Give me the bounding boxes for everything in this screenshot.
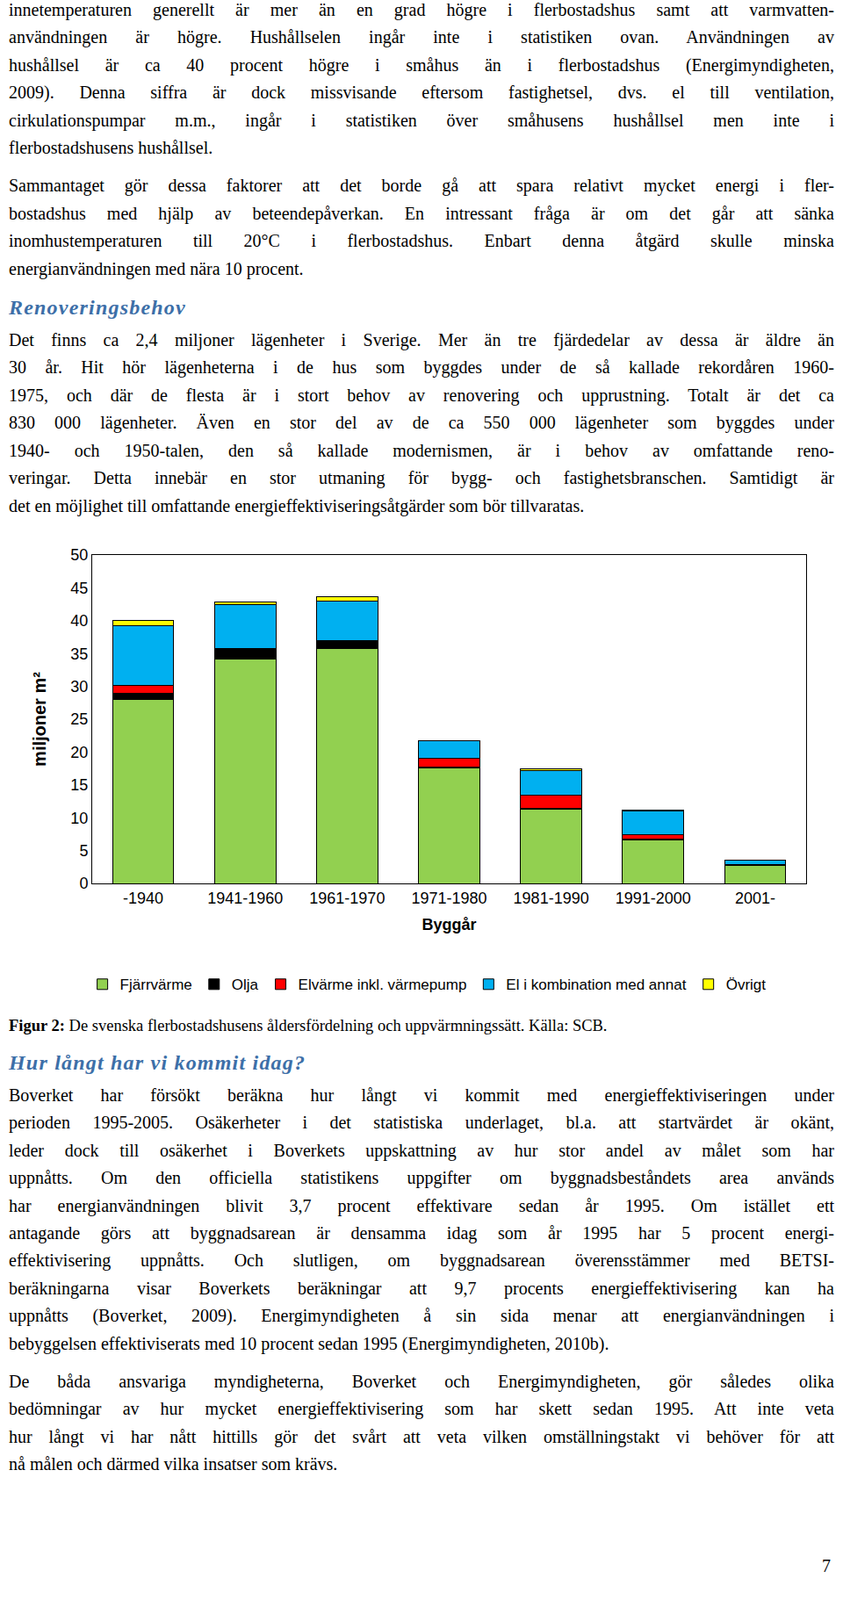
svg-text:miljoner m²: miljoner m² xyxy=(29,671,50,767)
svg-text:-1940: -1940 xyxy=(122,889,164,908)
html-text:1975, och där de flesta är i s: 1975, och där de flesta är i stort behov… xyxy=(8,385,835,405)
svg-text:Elvärme inkl. värmepump: Elvärme inkl. värmepump xyxy=(298,976,468,994)
html-text:det en möjlighet till omfattan: det en möjlighet till omfattande energie… xyxy=(8,495,585,516)
svg-text:25: 25 xyxy=(70,710,88,728)
html-text:användningen är högre. Hushåll: användningen är högre. Hushållselen ingå… xyxy=(8,27,835,47)
html-text:hushållsel är ca 40 procent hö: hushållsel är ca 40 procent högre i småh… xyxy=(8,55,835,75)
svg-text:1961-1970: 1961-1970 xyxy=(309,889,385,908)
html-text:flerbostadshusens hushållsel.: flerbostadshusens hushållsel. xyxy=(8,137,213,158)
svg-text:35: 35 xyxy=(70,644,88,663)
svg-text:2001-: 2001- xyxy=(734,889,776,908)
html-text:uppnåtts. Om den officiella st: uppnåtts. Om den officiella statistikens… xyxy=(8,1167,835,1188)
html-text:energianvändningen med nära 10: energianvändningen med nära 10 procent. xyxy=(8,258,304,279)
svg-text:5: 5 xyxy=(79,842,88,860)
html-text:2009). Denna siffra är dock mi: 2009). Denna siffra är dock missvisande … xyxy=(8,82,835,103)
html-text:bedömningar av hur mycket ener: bedömningar av hur mycket energieffektiv… xyxy=(8,1399,835,1419)
html-text:nå målen och därmed vilka insa: nå målen och därmed vilka insatser som k… xyxy=(8,1454,338,1474)
html-text:innetemperaturen generellt är: innetemperaturen generellt är mer än en … xyxy=(8,0,835,20)
html-text:Boverket har försökt beräkna h: Boverket har försökt beräkna hur långt v… xyxy=(8,1085,835,1105)
html-text:veringar. Detta innebär en sto: veringar. Detta innebär en stor utmaning… xyxy=(8,468,835,488)
html-text:cirkulationspumpar m.m., ingår: cirkulationspumpar m.m., ingår i statist… xyxy=(8,110,835,130)
svg-text:0: 0 xyxy=(79,874,88,893)
html-text:inomhustemperaturen till 20°C: inomhustemperaturen till 20°C i flerbost… xyxy=(8,231,835,251)
html-text:beräkningarna visar Boverkets: beräkningarna visar Boverkets beräkninga… xyxy=(8,1278,835,1298)
svg-text:1941-1960: 1941-1960 xyxy=(207,889,283,908)
svg-text:30: 30 xyxy=(70,677,88,696)
svg-text:20: 20 xyxy=(70,743,88,762)
svg-text:50: 50 xyxy=(70,546,88,564)
html-text:Renoveringsbehov: Renoveringsbehov xyxy=(8,296,187,319)
svg-text:Fjärrvärme: Fjärrvärme xyxy=(120,976,193,994)
svg-text:10: 10 xyxy=(70,808,88,827)
html-text:1940- och 1950-talen, den så k: 1940- och 1950-talen, den så kallade mod… xyxy=(8,440,835,460)
svg-text:40: 40 xyxy=(70,612,88,630)
html-text:hur långt vi har nått hittills: hur långt vi har nått hittills gör det s… xyxy=(8,1426,835,1447)
svg-text:1991-2000: 1991-2000 xyxy=(615,889,692,908)
svg-text:Byggår: Byggår xyxy=(421,915,476,934)
html-text:30 år. Hit hör lägenheterna i: 30 år. Hit hör lägenheterna i de hus som… xyxy=(8,357,835,378)
svg-text:45: 45 xyxy=(70,579,88,598)
html-text:830 000 lägenheter. Även en st: 830 000 lägenheter. Även en stor del av … xyxy=(8,412,835,433)
html-text:Sammantaget gör dessa faktorer: Sammantaget gör dessa faktorer att det b… xyxy=(8,175,835,196)
html-text:Figur 2: De svenska flerbostad: Figur 2: De svenska flerbostadshusens ål… xyxy=(8,1016,608,1035)
html-text:antagande görs att byggnadsare: antagande görs att byggnadsarean är dens… xyxy=(8,1223,835,1243)
svg-text:Olja: Olja xyxy=(231,976,260,994)
html-text:7: 7 xyxy=(821,1556,831,1576)
html-text:bostadshus med hjälp av beteen: bostadshus med hjälp av beteendepåverkan… xyxy=(8,203,835,223)
html-text:effektivisering uppnåtts. Och: effektivisering uppnåtts. Och slutligen,… xyxy=(8,1250,835,1271)
svg-text:El i kombination med annat: El i kombination med annat xyxy=(505,976,686,994)
svg-text:Övrigt: Övrigt xyxy=(726,976,767,994)
html-text:leder dock till osäkerhet i Bo: leder dock till osäkerhet i Boverkets up… xyxy=(8,1140,835,1160)
html-text:perioden 1995-2005. Osäkerhete: perioden 1995-2005. Osäkerheter i det st… xyxy=(8,1112,835,1133)
svg-text:15: 15 xyxy=(70,776,88,794)
html-text:Hur långt har vi kommit idag?: Hur långt har vi kommit idag? xyxy=(8,1051,306,1074)
html-text:har energianvändningen blivit: har energianvändningen blivit 3,7 procen… xyxy=(8,1195,835,1215)
html-text:uppnåtts (Boverket, 2009). Ene: uppnåtts (Boverket, 2009). Energimyndigh… xyxy=(8,1305,835,1326)
html-text:De båda ansvariga myndighetern: De båda ansvariga myndigheterna, Boverke… xyxy=(8,1371,835,1391)
html-text:bebyggelsen effektiviserats me: bebyggelsen effektiviserats med 10 proce… xyxy=(8,1333,609,1353)
svg-text:1981-1990: 1981-1990 xyxy=(513,889,590,908)
html-text:Det finns ca 2,4 miljoner läge: Det finns ca 2,4 miljoner lägenheter i S… xyxy=(8,330,835,350)
svg-text:1971-1980: 1971-1980 xyxy=(410,889,487,908)
